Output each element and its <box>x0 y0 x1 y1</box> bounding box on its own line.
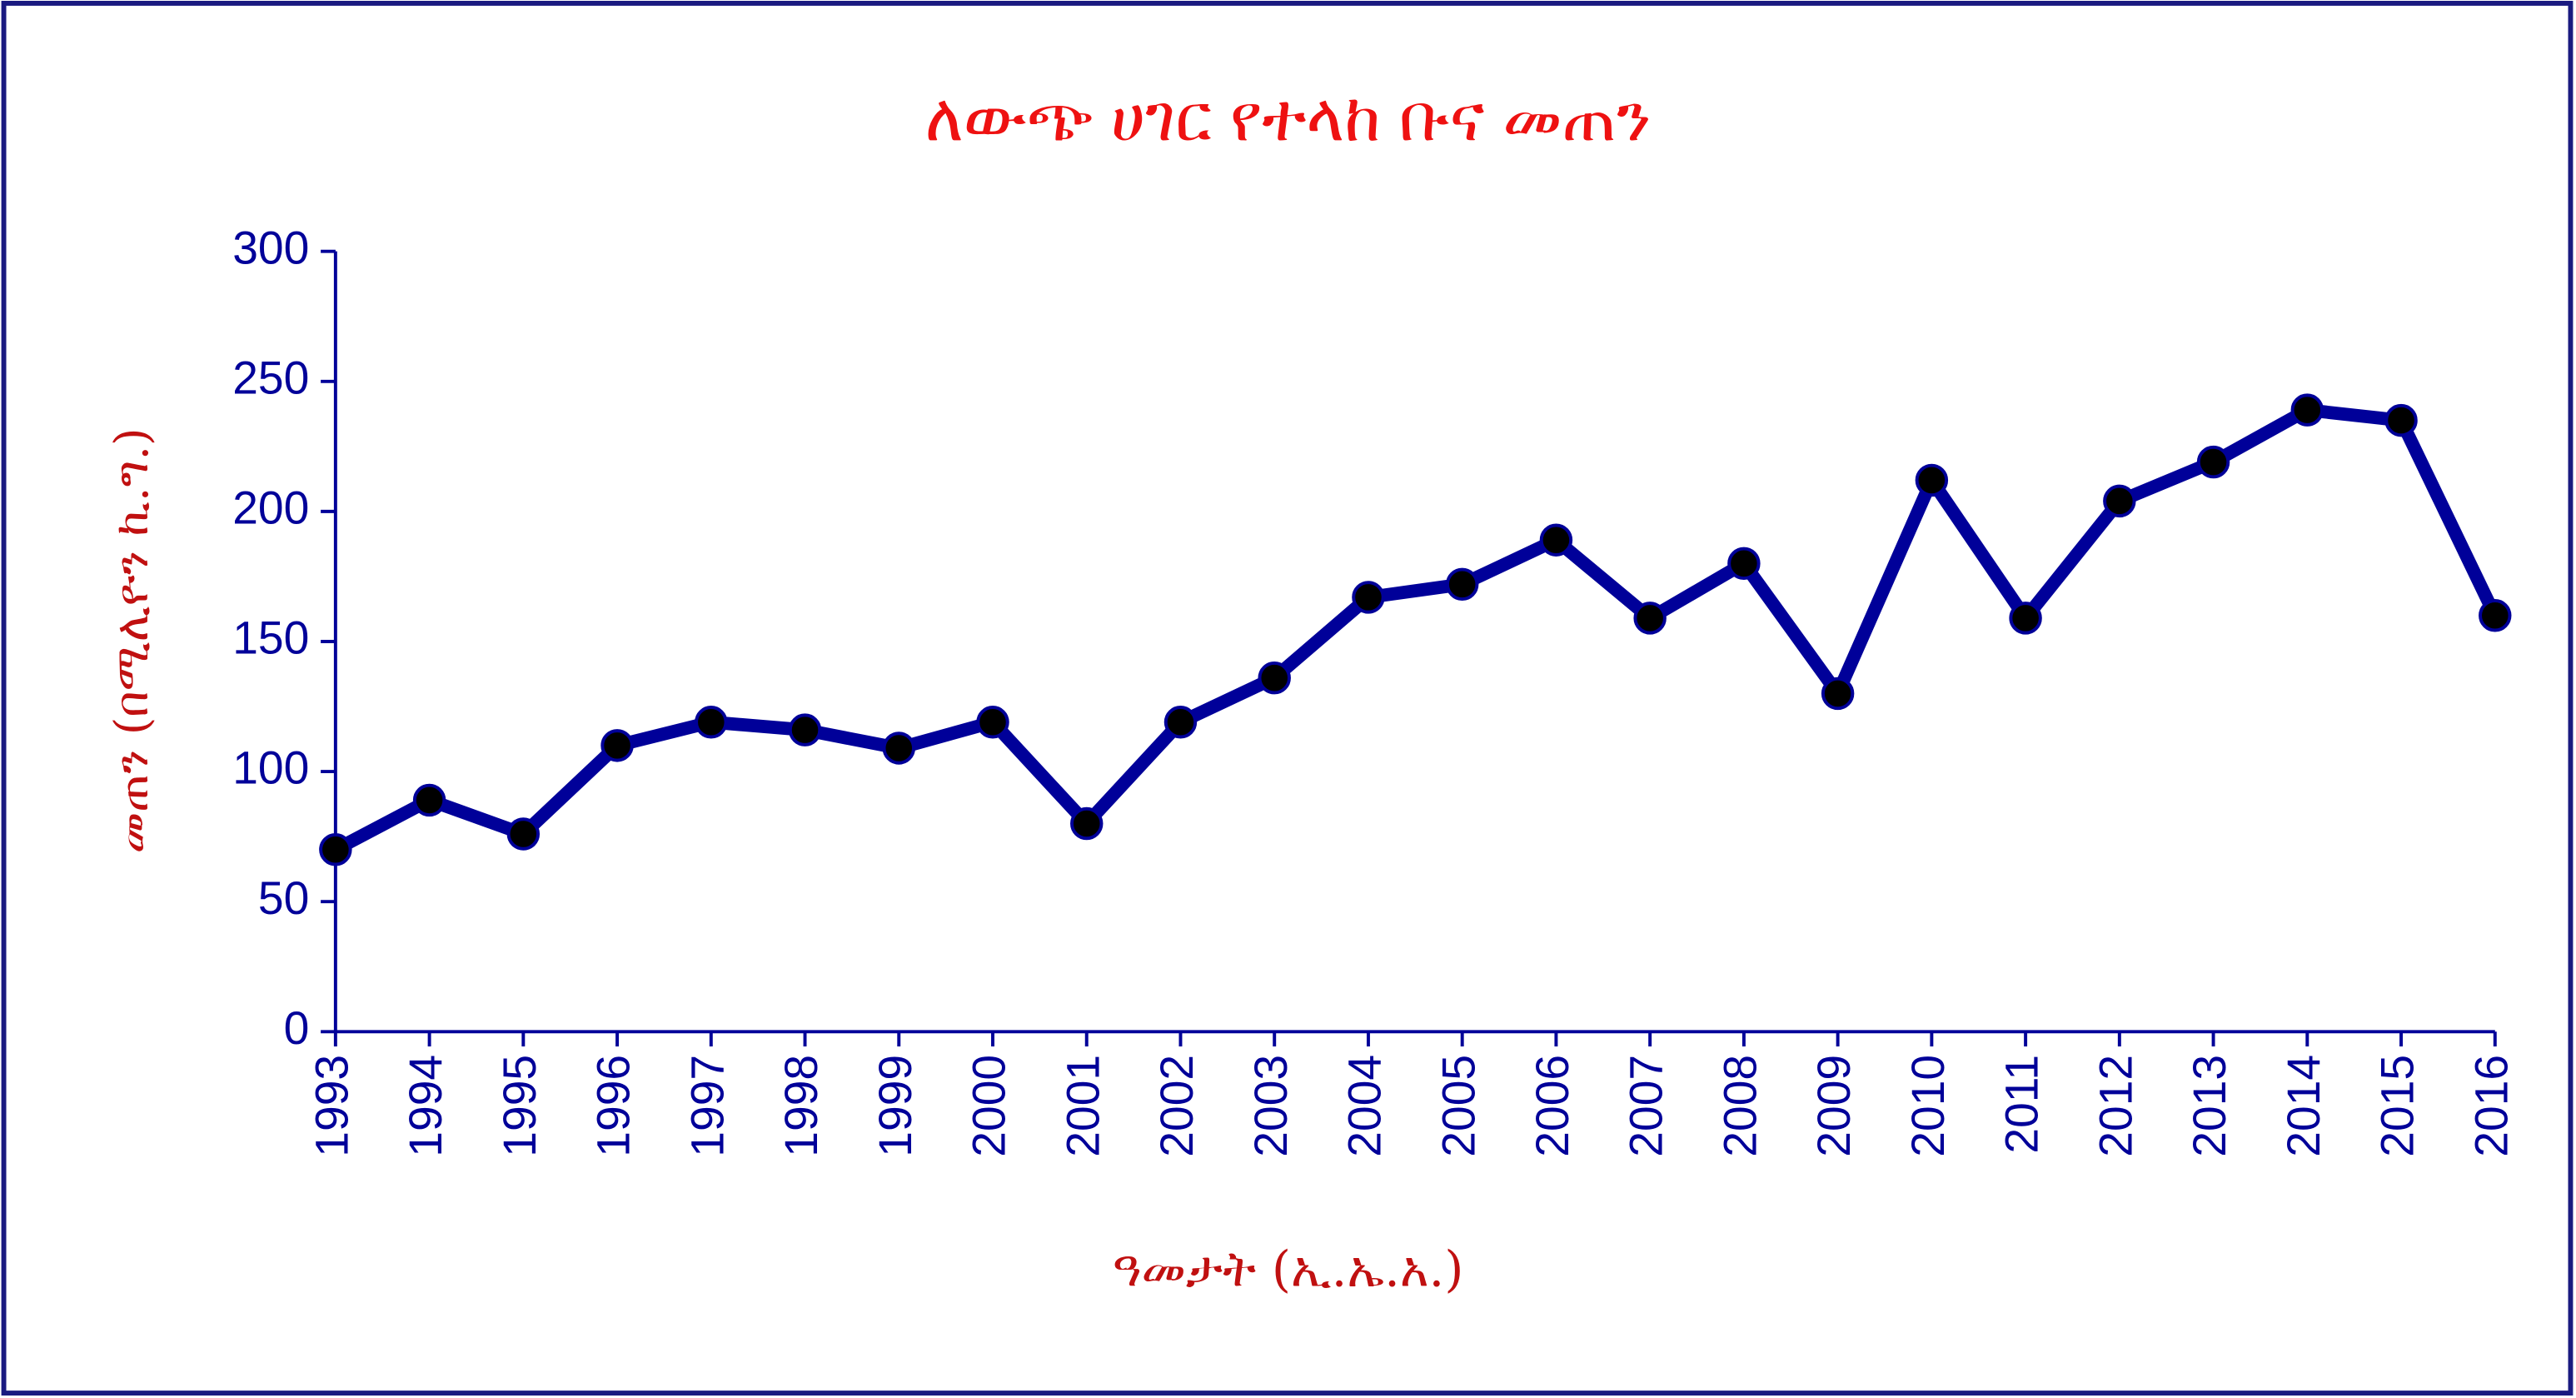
data-point <box>1070 806 1104 841</box>
x-tick-label: 2015 <box>2372 1055 2424 1157</box>
x-tick-label: 2000 <box>964 1055 1015 1157</box>
x-tick-label: 2011 <box>1996 1055 2048 1154</box>
y-tick-label: 250 <box>232 352 309 403</box>
data-point <box>1727 547 1761 581</box>
data-point <box>2196 445 2230 479</box>
data-point <box>976 706 1009 739</box>
x-tick-label: 2002 <box>1151 1055 1203 1157</box>
y-axis-label: መጠን (በሚሊዮን ኪ.ግ.) <box>106 427 159 853</box>
x-tick-label: 2014 <box>2278 1055 2329 1157</box>
data-point <box>2479 599 2512 632</box>
data-point <box>600 729 634 762</box>
x-tick-label: 2012 <box>2090 1055 2141 1157</box>
y-tick-label: 200 <box>232 482 309 533</box>
data-point <box>2290 393 2324 427</box>
x-tick-label: 2007 <box>1621 1055 1672 1157</box>
x-tick-label: 1994 <box>400 1055 451 1157</box>
x-tick-label: 1998 <box>775 1055 827 1157</box>
x-tick-label: 2005 <box>1432 1055 1484 1157</box>
x-axis-label: ዓመታት (ኢ.ኤ.አ.) <box>1113 1241 1464 1298</box>
x-tick-label: 2010 <box>1902 1055 1954 1157</box>
data-point <box>695 706 728 739</box>
data-point <box>1915 463 1949 497</box>
x-tick-label: 2004 <box>1339 1055 1391 1157</box>
x-tick-label: 2013 <box>2184 1055 2235 1157</box>
data-point <box>1539 523 1573 557</box>
data-point <box>1258 661 1291 695</box>
data-point <box>2103 484 2136 518</box>
x-tick-label: 1996 <box>588 1055 640 1157</box>
x-tick-label: 1995 <box>494 1055 546 1157</box>
data-point <box>1821 677 1855 711</box>
x-tick-label: 1997 <box>681 1055 733 1157</box>
data-point <box>882 731 915 765</box>
chart-title: ለውጭ ሀገር የተላከ ቡና መጠን <box>925 82 1652 155</box>
data-point <box>1633 602 1667 635</box>
x-tick-label: 1999 <box>869 1055 921 1157</box>
data-point <box>2384 403 2418 437</box>
y-tick-label: 0 <box>284 1002 310 1054</box>
x-tick-label: 2009 <box>1808 1055 1860 1157</box>
data-point <box>1445 567 1479 602</box>
data-point <box>1352 581 1385 614</box>
x-tick-label: 1993 <box>306 1055 357 1157</box>
x-tick-label: 2008 <box>1714 1055 1766 1157</box>
x-tick-label: 2006 <box>1527 1055 1578 1157</box>
y-tick-label: 50 <box>258 872 309 924</box>
data-point <box>2009 602 2042 635</box>
x-tick-label: 2016 <box>2465 1055 2517 1157</box>
data-point <box>412 783 446 817</box>
x-tick-label: 2003 <box>1245 1055 1297 1157</box>
y-tick-label: 150 <box>232 612 309 664</box>
data-point <box>319 833 352 866</box>
data-point <box>506 817 541 851</box>
data-point <box>788 713 822 746</box>
y-tick-label: 100 <box>232 742 309 794</box>
y-tick-label: 300 <box>232 222 309 273</box>
x-tick-label: 2001 <box>1057 1055 1109 1157</box>
data-point <box>1163 706 1198 739</box>
